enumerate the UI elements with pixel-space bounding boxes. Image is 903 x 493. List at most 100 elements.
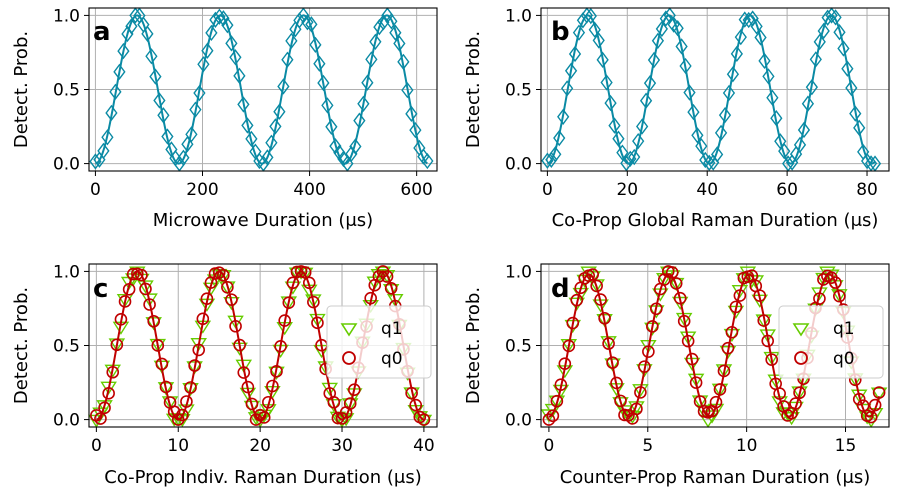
data-point-q1: [96, 400, 113, 414]
x-axis-label-a: Microwave Duration (μs): [153, 210, 373, 231]
data-point-q1: [640, 339, 657, 354]
data-point-series: [145, 48, 158, 65]
data-point-series: [592, 32, 605, 49]
data-point-series: [750, 18, 763, 35]
legend-marker-q0: [342, 351, 356, 365]
data-point-series: [321, 97, 334, 114]
data-point-series: [265, 134, 278, 151]
data-point-q1: [687, 373, 705, 387]
data-point-series: [675, 38, 688, 55]
data-point-series: [193, 84, 206, 102]
data-point-series: [620, 155, 633, 172]
panel-d: 0 5 10 15 0.0 0.5 1.0 q1 q0 d Detect. Prob. Counter…: [463, 262, 890, 488]
data-point-series: [616, 144, 629, 161]
data-point-series: [833, 24, 846, 41]
fit-curve: [548, 273, 881, 418]
data-point-series: [845, 79, 858, 97]
data-point-series: [695, 137, 708, 155]
data-point-series: [229, 49, 242, 66]
data-point-q1: [659, 266, 677, 280]
data-point-series: [113, 63, 126, 81]
data-point-q0: [94, 412, 107, 425]
y-tick-label: 0.5: [505, 81, 532, 101]
data-point-series: [584, 7, 597, 25]
data-point-q1: [858, 411, 876, 425]
data-point-q0: [864, 410, 878, 424]
x-tick-label: 40: [413, 436, 435, 456]
x-tick-label: 5: [642, 436, 653, 456]
data-point-series: [317, 74, 330, 92]
data-point-series: [564, 62, 578, 79]
data-point-series: [671, 20, 684, 37]
legend-label-q1: q1: [381, 319, 403, 339]
y-tick-label: 1.0: [53, 262, 80, 282]
data-point-q1: [190, 337, 207, 352]
legend-marker-q1: [792, 323, 810, 337]
data-point-series: [161, 128, 174, 145]
y-tick-label: 0.5: [53, 81, 80, 101]
data-point-q1: [596, 314, 613, 328]
data-point-series: [409, 121, 422, 139]
data-point-series: [357, 95, 370, 112]
data-point-series: [860, 152, 874, 170]
data-point-q0: [221, 280, 234, 294]
x-tick-label: 0: [90, 180, 101, 200]
x-axis-label-d: Counter-Prop Raman Duration (μs): [560, 467, 871, 488]
x-tick-label: 0: [542, 180, 553, 200]
panel-label-a: a: [93, 17, 111, 47]
data-point-series: [277, 78, 290, 95]
data-point-q0: [380, 270, 394, 283]
data-point-q0: [176, 408, 189, 422]
x-tick-label: 20: [249, 436, 271, 456]
data-point-series: [125, 18, 138, 35]
data-point-series: [726, 66, 740, 83]
y-tick-label: 0.0: [505, 411, 532, 431]
x-tick-label: 0: [543, 436, 554, 456]
x-tick-label: 600: [400, 180, 432, 200]
data-point-series: [313, 55, 326, 72]
data-point-series: [797, 121, 811, 139]
legend-marker-q0: [794, 351, 808, 365]
data-point-q0: [618, 408, 631, 422]
data-point-q1: [309, 313, 326, 328]
x-tick-label: 400: [293, 180, 325, 200]
data-point-series: [817, 22, 830, 40]
x-tick-label: 15: [835, 436, 857, 456]
data-point-series: [97, 142, 110, 160]
data-point-series: [309, 36, 322, 54]
data-point-series: [401, 81, 414, 99]
data-point-series: [213, 8, 226, 25]
data-point-series: [758, 52, 771, 70]
data-point-series: [221, 16, 234, 34]
y-axis-label-c: Detect. Prob.: [11, 287, 32, 404]
data-point-series: [699, 151, 712, 169]
data-point-series: [545, 151, 558, 168]
x-axis-label-c: Co-Prop Indiv. Raman Duration (μs): [104, 467, 422, 488]
y-tick-label: 1.0: [505, 6, 532, 26]
data-point-q1: [366, 276, 384, 290]
panel-label-d: d: [551, 274, 570, 304]
data-point-series: [349, 138, 362, 155]
data-point-series: [185, 126, 198, 143]
data-point-series: [293, 12, 306, 29]
data-point-series: [647, 51, 661, 69]
data-point-series: [405, 105, 418, 123]
data-point-q0: [282, 296, 296, 309]
data-point-q1: [305, 294, 322, 308]
data-point-series: [345, 145, 358, 163]
data-point-q0: [118, 295, 132, 308]
y-tick-label: 1.0: [53, 6, 80, 26]
data-point-q0: [245, 397, 259, 411]
data-point-q0: [417, 413, 431, 426]
data-point-q1: [341, 398, 359, 412]
legend-label-q1: q1: [833, 319, 855, 339]
data-point-series: [588, 21, 601, 38]
data-point-series: [549, 146, 562, 163]
data-point-series: [117, 42, 130, 60]
data-point-q0: [126, 267, 140, 281]
data-point-series: [608, 117, 621, 134]
data-point-series: [596, 51, 609, 69]
data-point-q0: [307, 295, 320, 309]
data-point-series: [101, 129, 114, 146]
data-point-series: [149, 68, 162, 85]
